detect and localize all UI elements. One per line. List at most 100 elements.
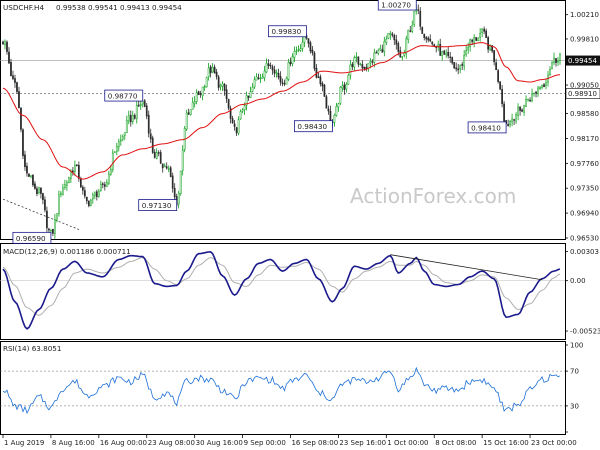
candle-body — [225, 89, 228, 99]
candle-body — [375, 52, 378, 54]
candle-body — [111, 152, 114, 170]
candle-body — [97, 190, 100, 197]
candle-body — [129, 114, 132, 123]
candle-body — [101, 183, 104, 185]
candle-body — [44, 199, 46, 211]
candle-body — [263, 70, 266, 79]
candle-body — [42, 193, 44, 201]
candle-body — [4, 41, 6, 46]
candle-body — [16, 82, 18, 92]
candle-body — [405, 38, 408, 54]
candle-body — [477, 37, 480, 41]
candles — [2, 4, 561, 239]
candle-body — [327, 108, 330, 112]
candle-body — [471, 39, 474, 42]
candle-body — [195, 92, 198, 102]
candle-body — [457, 68, 460, 71]
reference-price-box — [565, 88, 600, 99]
candle-body — [8, 51, 10, 64]
candle-body — [381, 49, 384, 53]
candle-body — [14, 78, 16, 83]
candle-body — [423, 34, 426, 38]
annotation-box — [377, 0, 417, 11]
candle-body — [38, 187, 40, 193]
candle-body — [189, 109, 192, 115]
candle-body — [46, 210, 48, 229]
candle-body — [383, 41, 386, 52]
candle-body — [379, 48, 382, 51]
candle-body — [501, 88, 503, 105]
annotation-label: 0.98770 — [108, 92, 138, 101]
candle-body — [119, 139, 122, 142]
candle-body — [223, 84, 226, 91]
candle-body — [171, 175, 174, 189]
price-annotation: 1.00270 — [377, 0, 417, 11]
candle-body — [205, 77, 208, 88]
candle-body — [357, 56, 360, 65]
candle-body — [531, 93, 533, 102]
rsi-axis: 100 70 30 — [565, 342, 583, 433]
candle-body — [537, 87, 539, 94]
candle-body — [427, 37, 430, 41]
candle-body — [83, 190, 86, 197]
time-tick-label: 15 Oct 16:00 — [483, 439, 529, 447]
candle-body — [469, 39, 472, 48]
candle-body — [285, 77, 288, 85]
candle-body — [343, 84, 346, 90]
candle-body — [145, 105, 148, 117]
candle-body — [297, 49, 300, 51]
candle-body — [227, 98, 230, 109]
candle-body — [281, 82, 284, 84]
candle-body — [291, 56, 294, 64]
candle-body — [553, 57, 555, 63]
candle-body — [279, 76, 282, 83]
candle-body — [231, 118, 234, 124]
annotation-box — [138, 199, 178, 211]
candle-body — [395, 39, 398, 45]
candle-body — [269, 64, 272, 67]
candle-body — [157, 152, 160, 154]
candle-body — [293, 51, 296, 58]
candle-body — [155, 152, 158, 159]
candle-body — [93, 192, 96, 196]
candle-body — [273, 69, 276, 74]
candle-body — [309, 42, 312, 52]
price-annotation: 0.99830 — [268, 25, 307, 38]
candle-body — [411, 25, 414, 32]
candle-body — [209, 66, 212, 74]
candle-body — [493, 50, 495, 63]
candle-body — [125, 120, 128, 133]
candle-body — [555, 58, 557, 63]
candle-body — [259, 77, 262, 80]
candle-body — [527, 98, 529, 101]
candle-body — [335, 106, 338, 116]
candle-body — [239, 111, 242, 120]
candle-body — [193, 101, 196, 104]
candle-body — [169, 167, 172, 177]
candle-body — [60, 192, 62, 195]
candle-body — [387, 33, 390, 39]
candle-body — [147, 114, 150, 134]
candle-body — [85, 196, 88, 202]
moving-average-line — [2, 42, 561, 180]
candle-body — [64, 184, 66, 188]
candle-body — [121, 136, 124, 140]
rsi-label: RSI(14) 63.8051 — [3, 344, 61, 353]
candle-body — [185, 112, 188, 130]
candle-body — [287, 62, 290, 80]
candle-body — [341, 85, 344, 89]
candle-body — [99, 183, 102, 191]
candle-body — [479, 33, 482, 38]
candle-body — [6, 41, 8, 52]
macd-panel — [0, 250, 565, 330]
candle-body — [441, 51, 444, 56]
candle-body — [113, 151, 116, 153]
candle-body — [181, 149, 184, 171]
candle-body — [143, 100, 146, 107]
annotation-box — [467, 121, 507, 134]
annotation-box — [104, 89, 144, 102]
candle-body — [68, 177, 70, 184]
annotation-label: 0.96590 — [16, 234, 46, 243]
annotation-label: 0.98430 — [297, 122, 327, 131]
candle-body — [62, 187, 64, 195]
